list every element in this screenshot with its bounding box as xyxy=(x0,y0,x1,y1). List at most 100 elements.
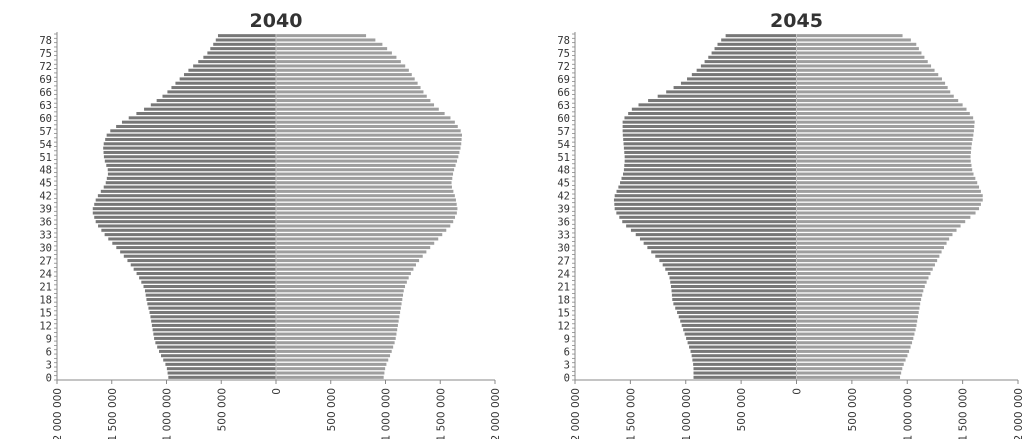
x-tick-label: 2 000 000 xyxy=(52,388,64,439)
bar-left-age-28 xyxy=(123,254,276,258)
bar-left-age-65 xyxy=(657,94,797,98)
bar-right-age-54 xyxy=(276,142,462,146)
bar-left-age-12 xyxy=(151,323,276,327)
bar-right-age-0 xyxy=(276,375,384,379)
y-tick-label: 54 xyxy=(39,139,52,151)
bar-right-age-6 xyxy=(796,349,910,353)
y-tick-label: 36 xyxy=(557,217,570,229)
y-tick-label: 57 xyxy=(557,126,570,138)
x-tick-label: 500 000 xyxy=(326,388,338,431)
bar-left-age-41 xyxy=(95,198,276,202)
bar-right-age-48 xyxy=(796,168,973,172)
bar-left-age-64 xyxy=(156,99,276,103)
bar-left-age-48 xyxy=(107,168,276,172)
bar-right-age-54 xyxy=(796,142,972,146)
bar-right-age-9 xyxy=(796,336,914,340)
bar-right-age-10 xyxy=(796,332,915,336)
bar-right-age-79 xyxy=(276,34,367,38)
bar-right-age-60 xyxy=(276,116,451,120)
bar-left-age-18 xyxy=(146,297,276,301)
bar-left-age-40 xyxy=(614,202,797,206)
x-tick-label: 1 000 000 xyxy=(381,388,393,439)
bar-right-age-30 xyxy=(796,246,944,250)
bar-right-age-48 xyxy=(276,168,455,172)
bar-left-age-64 xyxy=(648,99,797,103)
bar-left-age-5 xyxy=(161,354,276,358)
bar-left-age-66 xyxy=(167,90,276,94)
y-tick-label: 3 xyxy=(564,359,570,371)
bar-right-age-24 xyxy=(796,272,931,276)
bar-right-age-13 xyxy=(796,319,918,323)
x-tick-label: 500 000 xyxy=(736,388,748,431)
bar-right-age-49 xyxy=(796,163,972,167)
bar-right-age-40 xyxy=(796,202,981,206)
bar-left-age-25 xyxy=(665,267,797,271)
bar-left-age-13 xyxy=(151,319,276,323)
bar-left-age-18 xyxy=(672,297,797,301)
bar-left-age-71 xyxy=(696,68,797,72)
bar-left-age-46 xyxy=(106,176,276,180)
bar-right-age-65 xyxy=(276,94,427,98)
y-tick-label: 12 xyxy=(39,320,52,332)
bar-right-age-22 xyxy=(276,280,407,284)
y-tick-label: 15 xyxy=(39,307,52,319)
bar-left-age-48 xyxy=(623,168,797,172)
bar-right-age-56 xyxy=(796,133,974,137)
y-tick-label: 75 xyxy=(557,48,570,60)
bar-left-age-24 xyxy=(136,272,276,276)
bar-right-age-14 xyxy=(276,315,400,319)
bar-right-age-21 xyxy=(796,285,925,289)
bar-left-age-71 xyxy=(188,68,276,72)
bar-left-age-19 xyxy=(671,293,797,297)
bar-left-age-65 xyxy=(162,94,276,98)
bar-right-age-3 xyxy=(276,362,387,366)
bar-right-age-26 xyxy=(796,263,935,267)
bar-left-age-36 xyxy=(622,220,797,224)
bar-left-age-10 xyxy=(153,332,276,336)
bar-right-age-13 xyxy=(276,319,399,323)
bar-left-age-75 xyxy=(207,51,276,55)
bar-left-age-37 xyxy=(94,215,276,219)
bar-right-age-60 xyxy=(796,116,974,120)
bar-left-age-14 xyxy=(678,315,797,319)
bar-right-age-51 xyxy=(276,155,459,159)
bar-left-age-43 xyxy=(616,189,797,193)
bar-left-age-68 xyxy=(175,81,276,85)
bar-right-age-12 xyxy=(796,323,917,327)
bar-right-age-63 xyxy=(276,103,435,107)
x-tick-label: 2 000 000 xyxy=(490,388,502,439)
bar-right-age-62 xyxy=(796,107,967,111)
bar-left-age-33 xyxy=(635,233,797,237)
bar-left-age-32 xyxy=(108,237,276,241)
bar-right-age-69 xyxy=(796,77,942,81)
bar-left-age-2 xyxy=(166,367,276,371)
y-tick-label: 18 xyxy=(39,294,52,306)
bar-right-age-50 xyxy=(796,159,971,163)
bar-right-age-6 xyxy=(276,349,392,353)
bar-right-age-14 xyxy=(796,315,918,319)
bar-left-age-16 xyxy=(675,306,797,310)
bar-right-age-11 xyxy=(276,328,398,332)
bar-left-age-1 xyxy=(167,371,276,375)
bar-right-age-18 xyxy=(796,297,922,301)
bar-left-age-6 xyxy=(159,349,276,353)
bar-right-age-75 xyxy=(796,51,922,55)
bar-right-age-38 xyxy=(796,211,976,215)
y-tick-label: 66 xyxy=(557,87,570,99)
bar-left-age-9 xyxy=(686,336,797,340)
bar-right-age-63 xyxy=(796,103,963,107)
y-tick-label: 66 xyxy=(39,87,52,99)
bar-right-age-19 xyxy=(276,293,404,297)
bar-left-age-39 xyxy=(92,207,277,211)
bar-right-age-15 xyxy=(276,310,401,314)
bar-right-age-27 xyxy=(276,259,420,263)
bar-left-age-21 xyxy=(143,285,276,289)
y-tick-label: 33 xyxy=(39,230,52,242)
y-tick-label: 0 xyxy=(46,372,52,384)
bar-left-age-39 xyxy=(614,207,797,211)
y-tick-label: 51 xyxy=(557,152,570,164)
bar-left-age-49 xyxy=(106,163,276,167)
bar-right-age-20 xyxy=(796,289,924,293)
bar-right-age-25 xyxy=(796,267,933,271)
bar-right-age-52 xyxy=(796,150,971,154)
